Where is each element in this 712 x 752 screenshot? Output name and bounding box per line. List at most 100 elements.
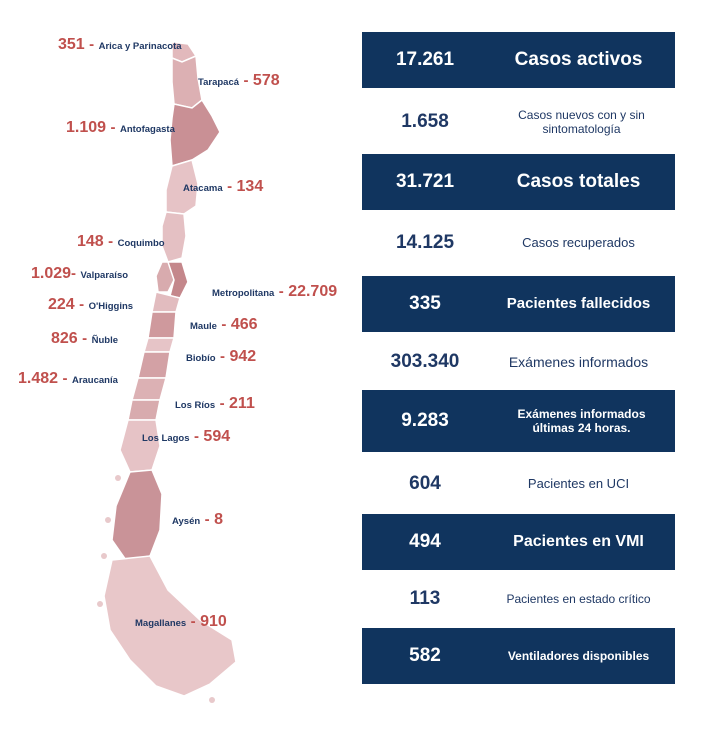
region-label-valparaiso: 1.029- Valparaíso: [31, 266, 128, 282]
region-value: 466: [230, 316, 258, 333]
region-name: Ñuble: [91, 335, 118, 346]
separator-dash: -: [193, 428, 199, 445]
stat-examenes-24h: 9.283 Exámenes informados últimas 24 hor…: [362, 390, 675, 452]
region-name: Valparaíso: [80, 270, 129, 281]
region-value: 910: [200, 613, 227, 630]
separator-dash: -: [190, 613, 196, 630]
stat-value: 14.125: [395, 232, 455, 253]
region-label-coquimbo: 148 - Coquimbo: [77, 234, 165, 250]
separator-dash: -: [227, 178, 233, 195]
region-value: 148: [77, 233, 104, 250]
region-name: Atacama: [183, 183, 223, 194]
stat-value: 113: [409, 588, 441, 609]
region-value: 594: [203, 428, 231, 445]
region-label-arica: 351 - Arica y Parinacota: [58, 37, 182, 53]
stat-value: 31.721: [395, 171, 455, 192]
stat-value: 335: [409, 293, 441, 314]
separator-dash: -: [243, 72, 249, 89]
region-label-aysen: Aysén - 8: [172, 512, 223, 528]
region-label-metropolitana: Metropolitana - 22.709: [212, 284, 337, 300]
region-label-maule: Maule - 466: [190, 317, 258, 333]
stat-value: 494: [409, 531, 441, 552]
separator-dash: -: [110, 119, 116, 136]
map-island: [101, 553, 107, 559]
region-value: 351: [58, 36, 85, 53]
stat-examenes-informados: 303.340 Exámenes informados: [362, 336, 675, 388]
region-value: 1.482: [18, 370, 59, 387]
stat-value: 303.340: [390, 351, 460, 372]
region-name: Los Lagos: [142, 433, 190, 444]
stat-pacientes-fallecidos: 335 Pacientes fallecidos: [362, 276, 675, 332]
region-name: Antofagasta: [119, 124, 175, 135]
stat-value: 17.261: [395, 49, 455, 70]
region-label-losrios: Los Ríos - 211: [175, 396, 255, 412]
separator-dash: -: [89, 36, 95, 53]
region-value: 1.029: [31, 265, 72, 282]
stat-label: Ventiladores disponibles: [507, 648, 650, 663]
region-value: 8: [214, 511, 223, 528]
region-name: Arica y Parinacota: [98, 41, 182, 52]
region-value: 826: [51, 330, 78, 347]
region-name: Magallanes: [135, 618, 187, 629]
region-name: Araucanía: [71, 375, 118, 386]
region-label-nuble: 826 - Ñuble: [51, 331, 118, 347]
map-region-antofagasta: [169, 98, 221, 167]
region-value: 211: [229, 395, 255, 412]
region-name: O'Higgins: [88, 301, 134, 312]
stat-label: Casos totales: [516, 170, 641, 192]
stat-estado-critico: 113 Pacientes en estado crítico: [362, 574, 675, 624]
stat-casos-activos: 17.261 Casos activos: [362, 32, 675, 88]
map-island: [97, 601, 103, 607]
stat-label: Pacientes en VMI: [513, 533, 644, 551]
region-value: 1.109: [66, 119, 107, 136]
map-island: [209, 697, 215, 703]
region-value: 134: [236, 178, 264, 195]
map-region-atacama: [165, 159, 199, 215]
separator-dash: -: [220, 348, 226, 365]
region-label-antofagasta: 1.109 - Antofagasta: [66, 120, 175, 136]
region-name: Maule: [190, 321, 217, 332]
stat-label: Casos nuevos con y sin sintomatología: [518, 107, 645, 136]
region-label-magallanes: Magallanes - 910: [135, 614, 227, 630]
stat-label: Exámenes informados: [508, 353, 649, 370]
map-island: [115, 475, 121, 481]
region-name: Aysén: [172, 516, 201, 527]
region-value: 942: [229, 348, 257, 365]
region-name: Tarapacá: [198, 77, 240, 88]
region-name: Coquimbo: [117, 238, 165, 249]
map-region-coquimbo: [161, 211, 187, 263]
region-label-ohiggins: 224 - O'Higgins: [48, 297, 133, 313]
stat-pacientes-uci: 604 Pacientes en UCI: [362, 456, 675, 512]
stat-label: Exámenes informados últimas 24 horas.: [517, 406, 646, 435]
stat-value: 1.658: [401, 111, 449, 132]
region-label-biobio: Biobío - 942: [186, 349, 256, 365]
stat-casos-totales: 31.721 Casos totales: [362, 154, 675, 210]
region-label-tarapaca: Tarapacá - 578: [198, 73, 280, 89]
separator-dash: -: [82, 330, 88, 347]
map-region-losrios: [127, 399, 161, 421]
stat-label: Pacientes fallecidos: [506, 295, 651, 312]
region-name: Los Ríos: [175, 400, 216, 411]
map-region-maule: [147, 311, 177, 339]
separator-dash: -: [219, 395, 225, 412]
region-name: Biobío: [186, 353, 216, 364]
region-value: 224: [48, 296, 75, 313]
region-label-araucania: 1.482 - Araucanía: [18, 371, 118, 387]
region-name: Metropolitana: [212, 288, 275, 299]
stat-casos-nuevos: 1.658 Casos nuevos con y sin sintomatolo…: [362, 92, 675, 152]
map-region-aysen: [111, 469, 163, 561]
separator-dash: -: [204, 511, 210, 528]
region-label-loslagos: Los Lagos - 594: [142, 429, 230, 445]
stat-value: 604: [409, 473, 441, 494]
map-region-loslagos: [119, 419, 161, 473]
stat-value: 9.283: [401, 410, 449, 431]
separator-dash: -: [278, 283, 284, 300]
map-region-nuble: [143, 337, 175, 353]
map-region-biobio: [137, 351, 171, 379]
stat-label: Casos recuperados: [522, 235, 635, 251]
separator-dash: -: [79, 296, 85, 313]
region-value: 22.709: [288, 283, 338, 300]
stat-pacientes-vmi: 494 Pacientes en VMI: [362, 514, 675, 570]
stat-label: Pacientes en UCI: [527, 476, 630, 492]
map-region-magallanes: [103, 555, 237, 697]
